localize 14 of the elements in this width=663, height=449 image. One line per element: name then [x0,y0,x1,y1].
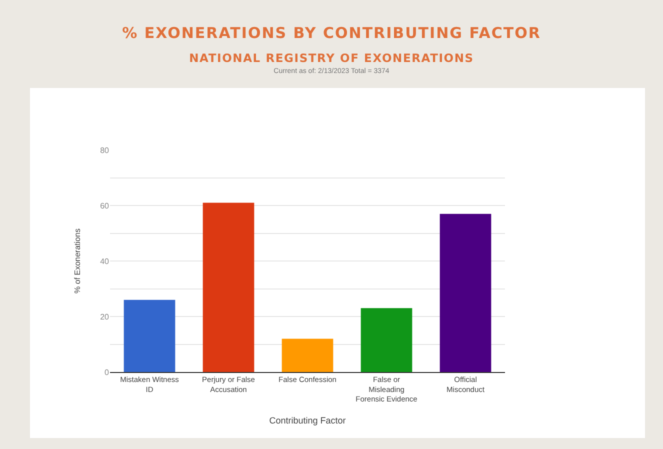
y-tick-label: 40 [100,256,110,266]
y-tick-label: 60 [100,201,110,210]
y-tick-label: 0 [104,368,110,377]
bar [202,202,254,372]
bar [282,338,334,372]
chart-subtitle: NATIONAL REGISTRY OF EXONERATIONS [188,51,475,65]
y-tick-label: 20 [100,312,110,322]
y-axis-title: % of Exonerations [72,228,82,294]
y-tick-label: 80 [100,146,110,155]
bar [440,214,492,372]
bar [124,300,176,372]
x-axis-title: Contributing Factor [269,415,346,426]
chart-title: % EXONERATIONS BY CONTRIBUTING FACTOR [121,24,542,42]
bar [360,308,412,372]
